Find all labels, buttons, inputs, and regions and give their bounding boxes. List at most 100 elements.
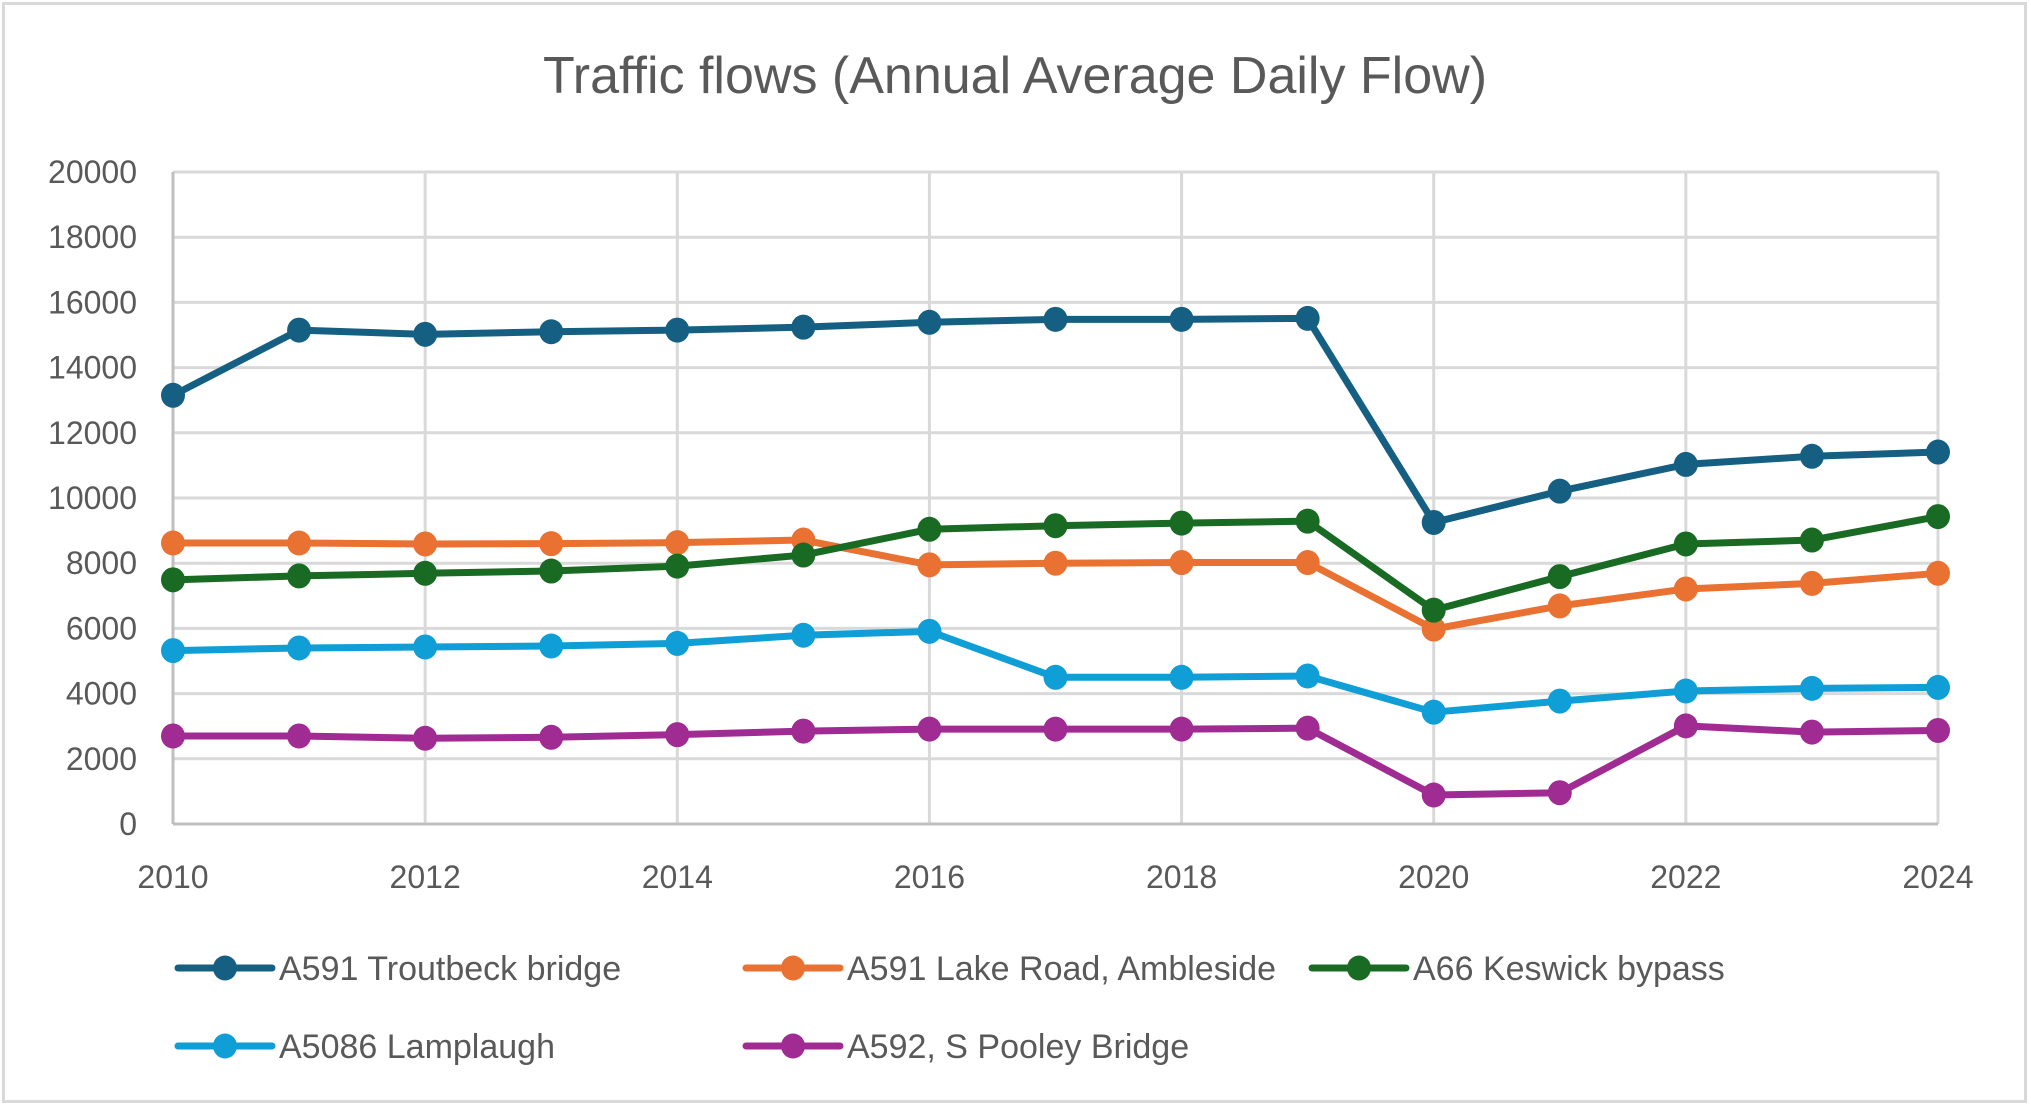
legend-point-marker [1347, 955, 1371, 981]
x-tick-label: 2022 [1650, 859, 1721, 895]
data-point [791, 314, 816, 340]
data-point [1547, 593, 1572, 619]
data-point [1169, 716, 1194, 742]
data-point [1043, 550, 1068, 576]
axes [171, 172, 1938, 826]
data-point [287, 317, 312, 343]
data-point [539, 319, 564, 345]
data-point [791, 542, 816, 568]
series-a66-keswick-bypass [161, 504, 1950, 623]
data-point [1169, 510, 1194, 536]
data-point [1547, 564, 1572, 590]
data-point [539, 724, 564, 750]
series-a591-troutbeck-bridge [161, 305, 1950, 535]
legend-point-marker [213, 1033, 237, 1059]
data-point [287, 563, 312, 589]
data-point [1295, 508, 1320, 534]
x-tick-label: 2016 [894, 859, 965, 895]
y-tick-label: 16000 [48, 284, 137, 320]
data-point [413, 634, 438, 660]
data-point [917, 618, 942, 644]
y-tick-label: 10000 [48, 480, 137, 516]
data-point [1043, 513, 1068, 539]
data-point [539, 558, 564, 584]
legend-label: A591 Troutbeck bridge [279, 950, 621, 988]
data-point [1043, 306, 1068, 332]
data-point [791, 718, 816, 744]
y-tick-label: 4000 [66, 676, 137, 712]
data-point [1799, 570, 1824, 596]
data-point [161, 530, 185, 556]
data-point [1673, 713, 1698, 739]
legend-item: A66 Keswick bypass [1308, 950, 1725, 988]
data-point [1295, 305, 1320, 331]
gridlines [173, 170, 1940, 824]
data-point [665, 317, 690, 343]
data-point [1926, 560, 1950, 586]
x-tick-label: 2018 [1146, 859, 1217, 895]
data-point [1295, 715, 1320, 741]
legend-item: A591 Troutbeck bridge [174, 950, 621, 988]
x-tick-label: 2014 [642, 859, 713, 895]
x-tick-label: 2024 [1902, 859, 1973, 895]
data-point [287, 723, 312, 749]
series-lines [161, 305, 1950, 808]
data-point [1799, 719, 1824, 745]
legend-point-marker [213, 955, 237, 981]
data-point [1421, 509, 1446, 535]
data-point [665, 553, 690, 579]
legend: A591 Troutbeck bridge A591 Lake Road, Amb… [174, 950, 1725, 1066]
y-tick-label: 14000 [48, 350, 137, 386]
data-point [287, 530, 312, 556]
data-point [1926, 504, 1950, 530]
chart-title: Traffic flows (Annual Average Daily Flow… [543, 47, 1487, 105]
data-point [1926, 674, 1950, 700]
data-point [1169, 306, 1194, 332]
data-point [161, 723, 185, 749]
series-a5086-lamplaugh [161, 618, 1950, 725]
data-point [1421, 699, 1446, 725]
data-point [1043, 664, 1068, 690]
data-point [1421, 616, 1446, 642]
data-point [287, 635, 312, 661]
data-point [1799, 675, 1824, 701]
data-point [791, 622, 816, 648]
data-point [1547, 688, 1572, 714]
legend-item: A591 Lake Road, Ambleside [742, 950, 1276, 988]
y-tick-label: 20000 [48, 154, 137, 190]
data-point [1673, 678, 1698, 704]
legend-item: A592, S Pooley Bridge [742, 1028, 1189, 1066]
data-point [1295, 663, 1320, 689]
data-point [161, 567, 185, 593]
legend-point-marker [781, 955, 805, 981]
data-point [1673, 531, 1698, 557]
legend-point-marker [781, 1033, 805, 1059]
data-point [413, 560, 438, 586]
data-point [1799, 443, 1824, 469]
y-tick-label: 2000 [66, 741, 137, 777]
y-tick-label: 0 [119, 806, 137, 842]
legend-label: A66 Keswick bypass [1413, 950, 1725, 988]
data-point [539, 531, 564, 557]
legend-label: A591 Lake Road, Ambleside [847, 950, 1276, 988]
data-point [1169, 550, 1194, 576]
data-point [917, 516, 942, 542]
data-point [1043, 716, 1068, 742]
data-point [665, 630, 690, 656]
data-point [917, 716, 942, 742]
x-tick-label: 2020 [1398, 859, 1469, 895]
data-point [1673, 576, 1698, 602]
x-axis-tick-labels: 2010 2012 2014 2016 2018 2020 2022 2024 [137, 859, 1973, 895]
data-point [1673, 451, 1698, 477]
data-point [1547, 478, 1572, 504]
series-line [169, 314, 1942, 526]
data-point [1926, 717, 1950, 743]
data-point [161, 382, 185, 408]
data-point [1421, 597, 1446, 623]
data-point [917, 309, 942, 335]
legend-label: A592, S Pooley Bridge [847, 1028, 1189, 1066]
data-point [665, 530, 690, 556]
data-point [1295, 550, 1320, 576]
data-point [1421, 782, 1446, 808]
series-a592-s-pooley-bridge [161, 713, 1950, 808]
